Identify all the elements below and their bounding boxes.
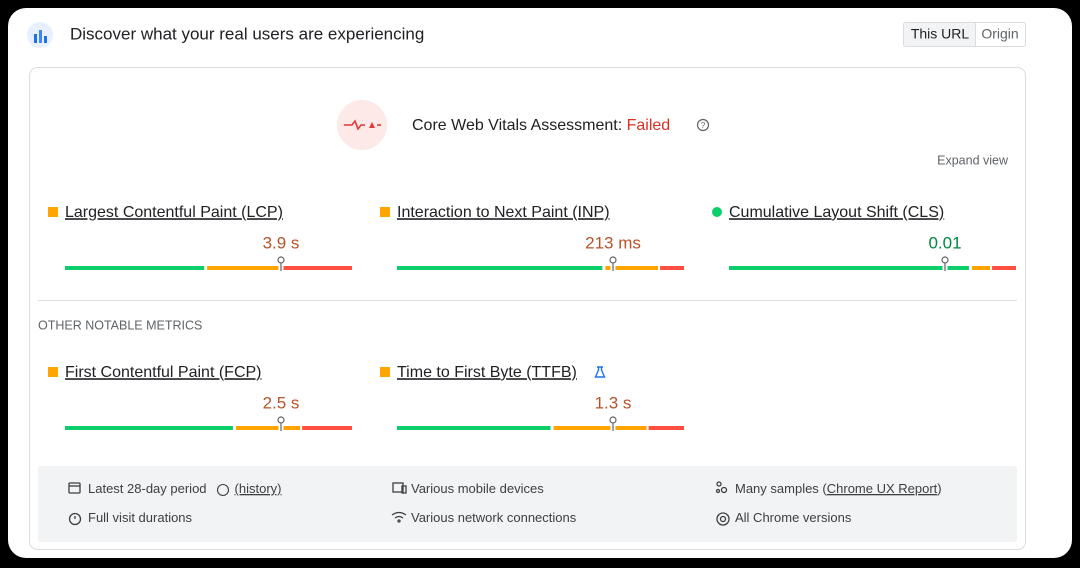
help-icon[interactable]: ? xyxy=(696,118,710,132)
distribution-segment xyxy=(992,266,1016,270)
distribution-segment xyxy=(65,426,233,430)
metric-name[interactable]: First Contentful Paint (FCP) xyxy=(65,364,262,381)
p75-marker xyxy=(609,416,617,424)
metric-name[interactable]: Largest Contentful Paint (LCP) xyxy=(65,204,283,221)
footer-item: Various mobile devices xyxy=(411,481,544,496)
expand-view[interactable]: Expand view xyxy=(937,153,1009,167)
logo xyxy=(27,22,53,48)
distribution-segment xyxy=(397,266,603,270)
footer-item: Full visit durations xyxy=(88,510,193,525)
footer-link[interactable]: (history) xyxy=(235,481,282,496)
rating-square xyxy=(48,367,58,377)
footer-text: All Chrome versions xyxy=(735,510,852,525)
rating-square xyxy=(48,207,58,217)
footer-icons xyxy=(68,481,730,526)
metric-name[interactable]: Cumulative Layout Shift (CLS) xyxy=(729,204,944,221)
distribution-segment xyxy=(605,266,659,270)
footer-text: Full visit durations xyxy=(88,510,193,525)
footer-item: Various network connections xyxy=(411,510,577,525)
distribution-segment xyxy=(397,426,551,430)
distribution-segment xyxy=(235,426,301,430)
metric-value: 2.5 s xyxy=(263,393,300,412)
metric-value: 3.9 s xyxy=(263,233,300,252)
footer-text: Various mobile devices xyxy=(411,481,544,496)
rating-dot xyxy=(712,207,722,217)
metric-value: 213 ms xyxy=(585,233,641,252)
metric-value: 1.3 s xyxy=(595,393,632,412)
help-icon xyxy=(216,483,230,497)
svg-text:?: ? xyxy=(701,121,706,130)
page-title: Discover what your real users are experi… xyxy=(70,24,424,43)
tab[interactable]: Origin xyxy=(981,26,1018,42)
lab-icon xyxy=(594,366,606,378)
p75-marker xyxy=(609,256,617,264)
p75-marker xyxy=(941,256,949,264)
rating-square xyxy=(380,367,390,377)
distribution-segment xyxy=(729,266,969,270)
assessment-label: Core Web Vitals Assessment: xyxy=(412,117,622,134)
footer-text: ) xyxy=(937,481,941,496)
distribution-segment xyxy=(302,426,352,430)
footer-text: Latest 28-day period xyxy=(88,481,207,496)
footer-item: All Chrome versions xyxy=(735,510,852,525)
p75-marker xyxy=(277,416,285,424)
assessment-icon xyxy=(337,100,387,150)
distribution-segment xyxy=(648,426,684,430)
footer-item: Latest 28-day period (history) xyxy=(88,481,281,496)
metric-value: 0.01 xyxy=(928,233,961,252)
footer-link[interactable]: Chrome UX Report xyxy=(827,481,938,496)
distribution-segment xyxy=(553,426,647,430)
p75-marker xyxy=(277,256,285,264)
footer-text: Many samples ( xyxy=(735,481,827,496)
rating-square xyxy=(380,207,390,217)
assessment: Core Web Vitals Assessment: Failed xyxy=(412,117,670,134)
distribution-segment xyxy=(660,266,684,270)
metric-name[interactable]: Interaction to Next Paint (INP) xyxy=(397,204,610,221)
footer-text: Various network connections xyxy=(411,510,577,525)
distribution-segment xyxy=(282,266,352,270)
tab-active[interactable] xyxy=(904,23,975,46)
tab[interactable]: This URL xyxy=(911,26,970,42)
distribution-segment xyxy=(971,266,991,270)
footer-box xyxy=(38,466,1017,542)
section-heading: OTHER NOTABLE METRICS xyxy=(38,318,202,332)
metric-name[interactable]: Time to First Byte (TTFB) xyxy=(397,364,577,381)
assessment-status: Failed xyxy=(627,117,671,134)
footer-item: Many samples (Chrome UX Report) xyxy=(735,481,942,496)
distribution-segment xyxy=(65,266,205,270)
distribution-segment xyxy=(207,266,280,270)
